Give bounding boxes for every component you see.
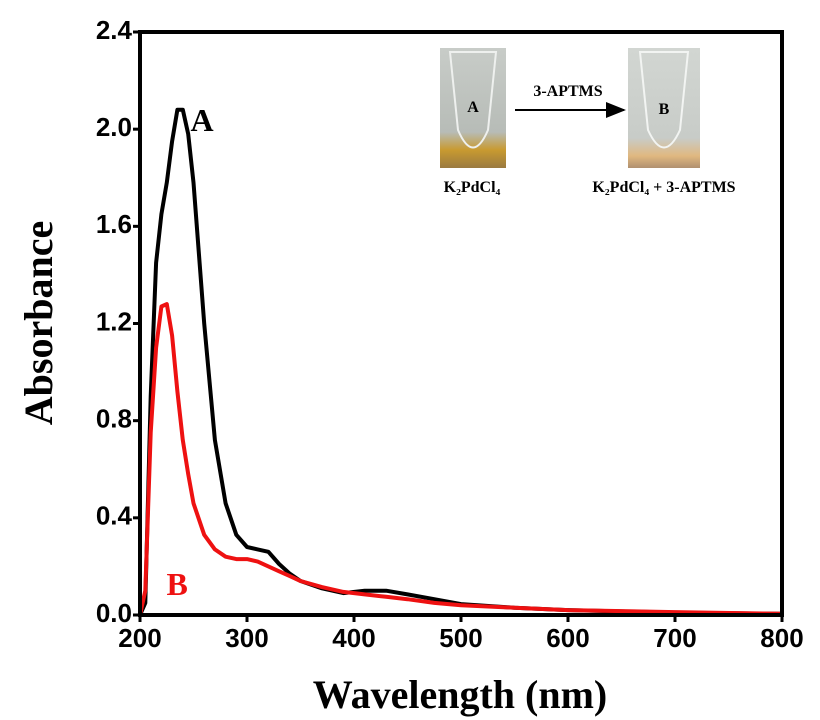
arrow-label: 3-APTMS xyxy=(533,83,602,100)
y-tick-label: 2.4 xyxy=(96,15,133,45)
y-tick-label: 1.2 xyxy=(96,306,132,336)
x-tick-label: 700 xyxy=(653,623,696,653)
y-tick-label: 0.4 xyxy=(96,501,133,531)
y-tick-label: 0.0 xyxy=(96,598,132,628)
tube-label: A xyxy=(467,99,479,116)
caption: K₂PdCl₄ + 3-APTMS xyxy=(592,179,735,196)
tube-outline xyxy=(638,51,690,149)
x-tick-label: 600 xyxy=(546,623,589,653)
x-tick-label: 500 xyxy=(439,623,482,653)
series-line xyxy=(138,302,783,616)
tube-label: B xyxy=(659,101,670,118)
inset: A B 3-APTMS K₂PdCl₄ K₂PdCl₄ + 3-APTMS xyxy=(440,48,736,196)
y-tick-label: 1.6 xyxy=(96,209,132,239)
caption: K₂PdCl₄ xyxy=(444,179,501,196)
x-tick-label: 300 xyxy=(225,623,268,653)
y-axis-title: Absorbance xyxy=(16,221,61,425)
y-tick-label: 0.8 xyxy=(96,404,132,434)
y-tick-label: 2.0 xyxy=(96,112,132,142)
x-tick-label: 400 xyxy=(332,623,375,653)
plot-frame xyxy=(138,30,784,617)
x-axis-title: Wavelength (nm) xyxy=(313,672,607,717)
tube-outline xyxy=(448,51,498,149)
x-tick-label: 200 xyxy=(118,623,161,653)
series-label: A xyxy=(191,102,214,138)
series-label: B xyxy=(167,566,188,602)
series-line xyxy=(138,107,783,616)
x-tick-label: 800 xyxy=(760,623,803,653)
